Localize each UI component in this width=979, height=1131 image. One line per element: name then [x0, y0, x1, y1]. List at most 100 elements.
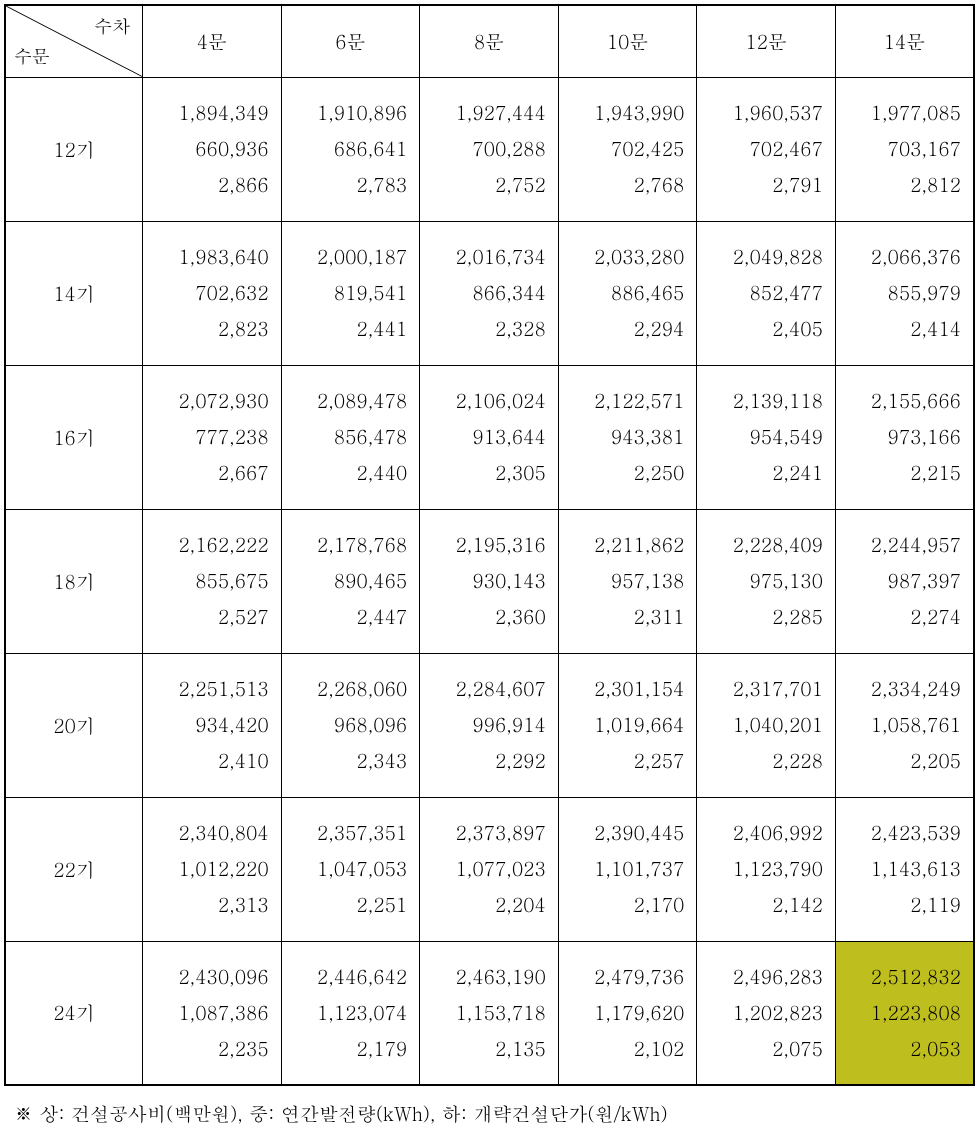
cell-line: 2,244,957: [840, 527, 961, 563]
data-cell: 2,066,376855,9792,414: [835, 221, 974, 365]
cell-line: 1,058,761: [840, 707, 961, 743]
cell-line: 1,123,074: [286, 995, 408, 1031]
cell-line: 2,195,316: [424, 527, 546, 563]
data-cell: 2,178,768890,4652,447: [281, 509, 420, 653]
data-cell: 2,049,828852,4772,405: [697, 221, 836, 365]
cell-line: 2,284,607: [424, 671, 546, 707]
table-row: 18기2,162,222855,6752,5272,178,768890,465…: [5, 509, 974, 653]
cell-line: 856,478: [286, 419, 408, 455]
data-cell: 1,894,349660,9362,866: [143, 77, 282, 221]
diagonal-header: 수차 수문: [5, 5, 143, 77]
cell-line: 2,423,539: [840, 815, 961, 851]
header-row: 수차 수문 4문 6문 8문 10문 12문 14문: [5, 5, 974, 77]
cell-line: 1,101,737: [563, 851, 685, 887]
data-cell: 2,317,7011,040,2012,228: [697, 653, 836, 797]
data-cell: 1,910,896686,6412,783: [281, 77, 420, 221]
cell-line: 2,274: [840, 599, 961, 635]
cell-line: 1,087,386: [147, 995, 269, 1031]
table-row: 14기1,983,640702,6322,8232,000,187819,541…: [5, 221, 974, 365]
cell-line: 700,288: [424, 131, 546, 167]
cell-line: 886,465: [563, 275, 685, 311]
cell-line: 1,943,990: [563, 95, 685, 131]
data-cell: 2,512,8321,223,8082,053: [835, 941, 974, 1085]
cell-line: 890,465: [286, 563, 408, 599]
col-header: 6문: [281, 5, 420, 77]
cell-line: 2,479,736: [563, 959, 685, 995]
cell-line: 1,960,537: [701, 95, 823, 131]
cell-line: 2,285: [701, 599, 823, 635]
cell-line: 1,927,444: [424, 95, 546, 131]
cell-line: 2,357,351: [286, 815, 408, 851]
cell-line: 2,313: [147, 887, 269, 923]
cell-line: 2,089,478: [286, 383, 408, 419]
cell-line: 2,211,862: [563, 527, 685, 563]
footnote: ※ 상: 건설공사비(백만원), 중: 연간발전량(kWh), 하: 개략건설단…: [4, 1100, 975, 1127]
cell-line: 2,328: [424, 311, 546, 347]
table-row: 22기2,340,8041,012,2202,3132,357,3511,047…: [5, 797, 974, 941]
cell-line: 975,130: [701, 563, 823, 599]
cell-line: 957,138: [563, 563, 685, 599]
cell-line: 2,311: [563, 599, 685, 635]
cell-line: 2,305: [424, 455, 546, 491]
data-cell: 2,301,1541,019,6642,257: [558, 653, 697, 797]
cell-line: 1,894,349: [147, 95, 269, 131]
cell-line: 702,632: [147, 275, 269, 311]
table-row: 24기2,430,0961,087,3862,2352,446,6421,123…: [5, 941, 974, 1085]
cell-line: 2,139,118: [701, 383, 823, 419]
cell-line: 913,644: [424, 419, 546, 455]
data-cell: 2,122,571943,3812,250: [558, 365, 697, 509]
cell-line: 2,178,768: [286, 527, 408, 563]
row-label: 14기: [5, 221, 143, 365]
cell-line: 1,123,790: [701, 851, 823, 887]
cell-line: 2,430,096: [147, 959, 269, 995]
data-cell: 2,195,316930,1432,360: [420, 509, 559, 653]
cell-line: 2,162,222: [147, 527, 269, 563]
cell-line: 2,235: [147, 1031, 269, 1067]
data-cell: 2,016,734866,3442,328: [420, 221, 559, 365]
col-header: 14문: [835, 5, 974, 77]
row-label: 16기: [5, 365, 143, 509]
cell-line: 968,096: [286, 707, 408, 743]
data-cell: 2,072,930777,2382,667: [143, 365, 282, 509]
row-label: 18기: [5, 509, 143, 653]
cell-line: 987,397: [840, 563, 961, 599]
data-cell: 2,430,0961,087,3862,235: [143, 941, 282, 1085]
data-cell: 2,446,6421,123,0742,179: [281, 941, 420, 1085]
cell-line: 1,202,823: [701, 995, 823, 1031]
cell-line: 2,102: [563, 1031, 685, 1067]
data-cell: 1,977,085703,1672,812: [835, 77, 974, 221]
table-row: 16기2,072,930777,2382,6672,089,478856,478…: [5, 365, 974, 509]
cell-line: 2,033,280: [563, 239, 685, 275]
cell-line: 2,294: [563, 311, 685, 347]
cell-line: 703,167: [840, 131, 961, 167]
cell-line: 973,166: [840, 419, 961, 455]
data-cell: 2,423,5391,143,6132,119: [835, 797, 974, 941]
data-cell: 2,373,8971,077,0232,204: [420, 797, 559, 941]
col-header: 4문: [143, 5, 282, 77]
cell-line: 2,410: [147, 743, 269, 779]
cell-line: 2,414: [840, 311, 961, 347]
cell-line: 819,541: [286, 275, 408, 311]
cell-line: 2,268,060: [286, 671, 408, 707]
cell-line: 855,979: [840, 275, 961, 311]
cell-line: 2,317,701: [701, 671, 823, 707]
cell-line: 852,477: [701, 275, 823, 311]
data-cell: 2,357,3511,047,0532,251: [281, 797, 420, 941]
cell-line: 943,381: [563, 419, 685, 455]
cell-line: 2,812: [840, 167, 961, 203]
cell-line: 2,016,734: [424, 239, 546, 275]
row-label: 20기: [5, 653, 143, 797]
data-cell: 2,089,478856,4782,440: [281, 365, 420, 509]
cell-line: 2,119: [840, 887, 961, 923]
diag-bottom-label: 수문: [14, 44, 50, 69]
cell-line: 2,301,154: [563, 671, 685, 707]
cell-line: 2,205: [840, 743, 961, 779]
cell-line: 2,000,187: [286, 239, 408, 275]
cell-line: 2,053: [840, 1031, 961, 1067]
cell-line: 1,910,896: [286, 95, 408, 131]
cell-line: 2,512,832: [840, 959, 961, 995]
row-label: 22기: [5, 797, 143, 941]
cell-line: 2,752: [424, 167, 546, 203]
data-cell: 2,496,2831,202,8232,075: [697, 941, 836, 1085]
cell-line: 2,823: [147, 311, 269, 347]
